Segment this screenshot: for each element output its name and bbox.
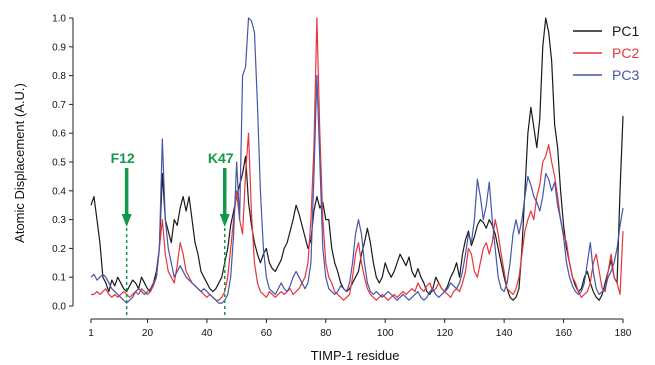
series-layer	[90, 17, 624, 304]
legend-label: PC3	[612, 67, 639, 83]
x-tick-label: 160	[555, 328, 572, 339]
y-tick-label: 0.7	[52, 100, 66, 111]
legend: PC1 PC2 PC3	[573, 23, 639, 83]
y-tick-label: 0.8	[52, 71, 66, 82]
series-line-pc3	[90, 17, 624, 304]
annotation-label: F12	[111, 150, 135, 166]
y-axis: 0.0 0.1 0.2 0.3 0.4 0.5 0.6 0.7 0.8 0.9 1.0	[52, 14, 74, 313]
x-tick-label: 140	[496, 328, 513, 339]
x-tick-label: 20	[142, 328, 154, 339]
y-axis-label: Atomic Displacement (A.U.)	[12, 83, 27, 243]
x-tick-label: 120	[436, 328, 453, 339]
legend-item-pc2: PC2	[573, 45, 639, 61]
annotation-k47: K47	[208, 150, 234, 318]
y-tick-label: 0.0	[52, 302, 66, 313]
series-line-pc2	[91, 17, 624, 301]
x-tick-label: 40	[201, 328, 213, 339]
x-tick-label: 60	[261, 328, 273, 339]
x-tick-label: 100	[377, 328, 394, 339]
y-tick-label: 1.0	[52, 14, 66, 25]
x-tick-label: 180	[615, 328, 632, 339]
legend-label: PC1	[612, 23, 639, 39]
x-tick-label: 80	[320, 328, 332, 339]
annotation-arrow-head	[121, 214, 132, 227]
legend-label: PC2	[612, 45, 639, 61]
annotation-layer: F12 K47	[111, 150, 234, 318]
x-axis: 1 20 40 60 80 100 120 140 160 180	[88, 318, 632, 339]
y-tick-label: 0.2	[52, 244, 66, 255]
y-tick-label: 0.1	[52, 273, 66, 284]
series-line-pc1	[90, 17, 624, 301]
annotation-arrow-head	[219, 214, 230, 227]
y-tick-label: 0.4	[52, 186, 66, 197]
y-tick-label: 0.9	[52, 42, 66, 53]
x-tick-label: 1	[88, 328, 94, 339]
y-tick-label: 0.5	[52, 158, 66, 169]
x-axis-label: TIMP-1 residue	[311, 348, 400, 363]
annotation-f12: F12	[111, 150, 135, 318]
y-tick-label: 0.6	[52, 129, 66, 140]
annotation-label: K47	[208, 150, 234, 166]
legend-item-pc1: PC1	[573, 23, 639, 39]
legend-item-pc3: PC3	[573, 67, 639, 83]
y-tick-label: 0.3	[52, 215, 66, 226]
